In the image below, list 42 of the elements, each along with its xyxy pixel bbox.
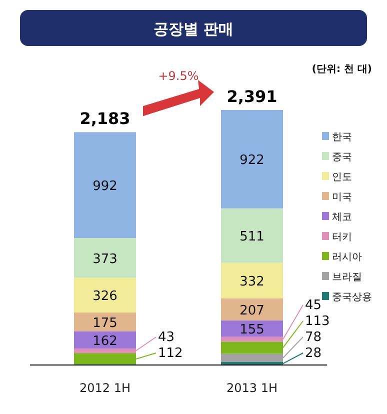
legend-label: 중국 — [332, 152, 352, 163]
total-label: 2,391 — [226, 87, 278, 106]
bar — [74, 312, 136, 332]
data-label: 162 — [92, 334, 118, 349]
x-tick-label: 2013 1H — [226, 381, 278, 395]
data-label: 992 — [92, 179, 118, 194]
data-label: 28 — [305, 346, 322, 361]
legend-label: 터키 — [332, 232, 352, 243]
legend-label: 중국상용 — [332, 292, 372, 303]
data-label: 326 — [92, 289, 118, 304]
legend-label: 미국 — [332, 192, 352, 203]
legend-label: 체코 — [332, 212, 352, 223]
bar — [221, 208, 283, 263]
data-label: 78 — [305, 330, 322, 345]
data-label: 922 — [240, 153, 264, 168]
bar — [221, 110, 283, 208]
bar — [221, 262, 283, 298]
legend-label: 러시아 — [332, 252, 362, 263]
total-label: 2,183 — [80, 109, 130, 128]
data-label: 175 — [92, 316, 118, 331]
chart-title: 공장별 판매 — [153, 20, 234, 38]
data-label: 207 — [240, 303, 264, 318]
data-label: 112 — [158, 346, 183, 361]
bar — [74, 278, 136, 313]
data-label: 332 — [240, 274, 264, 290]
data-label: 155 — [240, 322, 264, 338]
legend-label: 인도 — [332, 172, 352, 183]
text: (단위: 천 대) — [312, 64, 372, 75]
x-tick-label: 2012 1H — [79, 381, 131, 395]
bar — [221, 298, 283, 320]
bar — [74, 132, 136, 238]
legend-label: 브라질 — [332, 272, 362, 283]
legend-label: 한국 — [332, 132, 352, 143]
data-label: 45 — [305, 298, 322, 313]
text: +9.5% — [158, 69, 199, 83]
data-label: 43 — [158, 330, 175, 345]
bar — [74, 238, 136, 278]
bar — [74, 331, 136, 348]
bar — [221, 320, 283, 337]
data-label: 113 — [305, 314, 330, 329]
data-label: 511 — [240, 230, 264, 245]
data-label: 373 — [92, 252, 118, 267]
